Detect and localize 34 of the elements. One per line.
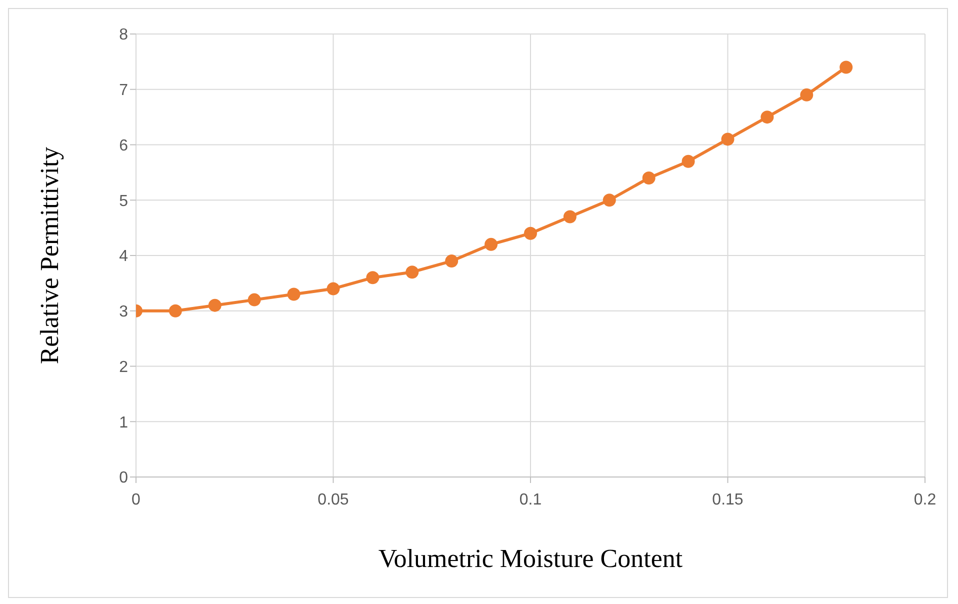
point (208, 298, 222, 312)
y-axis-title: Relative Permittivity (35, 146, 64, 364)
point (366, 271, 380, 284)
point (287, 288, 300, 301)
y-tick-label: 1 (119, 414, 128, 432)
y-tick-label: 0 (119, 470, 128, 487)
point (168, 304, 182, 318)
point (642, 171, 656, 184)
point (248, 293, 261, 306)
point (406, 266, 419, 279)
point (602, 194, 616, 207)
x-tick-label: 0.1 (519, 491, 542, 508)
x-tick-label: 0.15 (712, 491, 744, 508)
x-axis-title: Volumetric Moisture Content (378, 544, 684, 573)
x-tick-label: 0.05 (318, 491, 349, 508)
y-tick-label: 7 (119, 82, 128, 100)
point (800, 88, 814, 102)
y-tick-label: 6 (119, 137, 128, 154)
point (840, 60, 853, 74)
point (721, 132, 734, 146)
point (445, 254, 458, 268)
x-tick-label: 0.2 (914, 491, 936, 508)
y-tick-label: 2 (119, 358, 128, 376)
y-tick-label: 8 (119, 26, 128, 44)
point (682, 154, 695, 168)
point (524, 226, 537, 240)
point (563, 210, 576, 224)
x-tick-label: 0 (132, 491, 141, 508)
y-tick-label: 4 (119, 248, 128, 266)
y-tick-label: 5 (119, 192, 128, 210)
point (484, 238, 498, 251)
point (326, 282, 340, 296)
y-tick-label: 3 (119, 304, 128, 321)
point (760, 110, 774, 124)
